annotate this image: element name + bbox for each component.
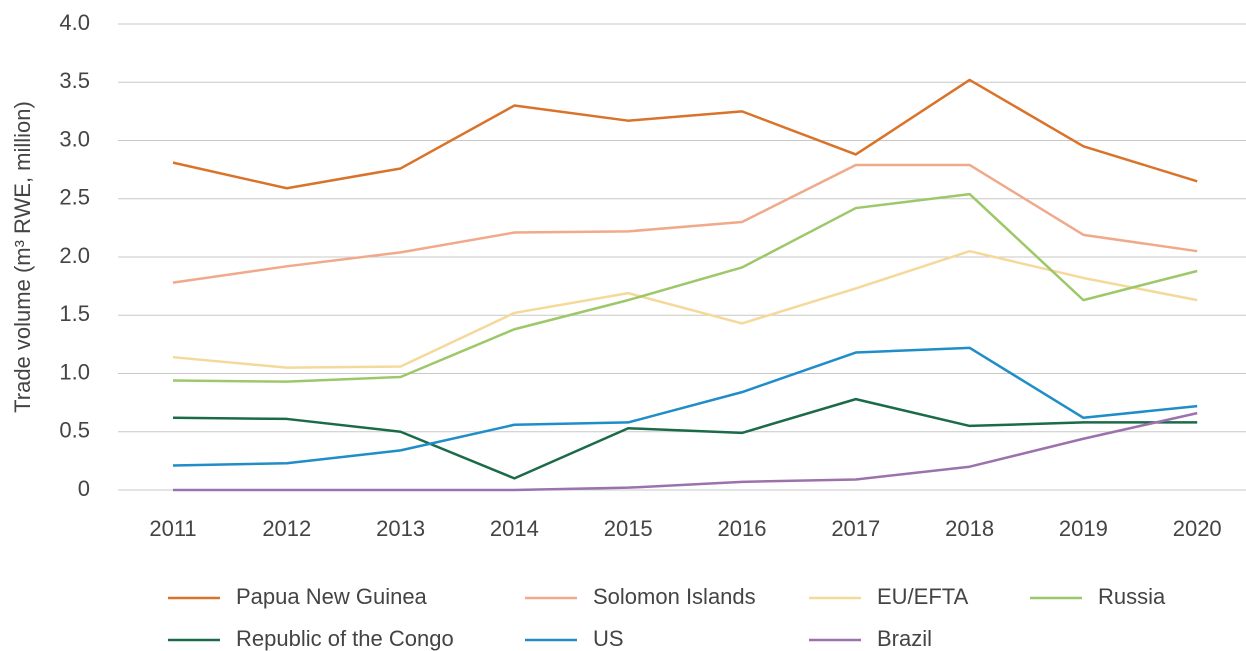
y-tick-label: 3.0 (59, 126, 90, 151)
y-tick-label: 1.0 (59, 359, 90, 384)
legend-label: US (593, 626, 624, 651)
y-tick-label: 4.0 (59, 10, 90, 35)
x-tick-label: 2017 (831, 516, 880, 541)
x-tick-label: 2015 (604, 516, 653, 541)
series-line (173, 411, 1198, 492)
legend-label: Papua New Guinea (236, 584, 428, 609)
series-line (172, 192, 1198, 383)
legend-label: EU/EFTA (877, 584, 969, 609)
legend-label: Solomon Islands (593, 584, 756, 609)
legend-label: Brazil (877, 626, 932, 651)
x-tick-label: 2011 (149, 516, 196, 541)
y-tick-label: 0 (78, 476, 90, 501)
legend-label: Republic of the Congo (236, 626, 454, 651)
y-axis-label: Trade volume (m³ RWE, million) (10, 101, 35, 413)
x-tick-label: 2014 (490, 516, 539, 541)
y-tick-label: 1.5 (59, 301, 90, 326)
y-tick-label: 2.5 (59, 185, 90, 210)
x-tick-label: 2012 (262, 516, 311, 541)
series-line (172, 249, 1198, 369)
legend-label: Russia (1098, 584, 1166, 609)
y-tick-label: 0.5 (59, 418, 90, 443)
x-tick-label: 2016 (718, 516, 767, 541)
y-tick-label: 2.0 (59, 243, 90, 268)
y-tick-label: 3.5 (59, 68, 90, 93)
series-line (172, 78, 1198, 190)
series-line (172, 397, 1198, 480)
series-line (172, 163, 1198, 284)
x-tick-label: 2013 (376, 516, 425, 541)
x-tick-label: 2018 (945, 516, 994, 541)
series-line (172, 346, 1198, 467)
x-tick-label: 2019 (1059, 516, 1108, 541)
x-tick-label: 2020 (1173, 516, 1222, 541)
